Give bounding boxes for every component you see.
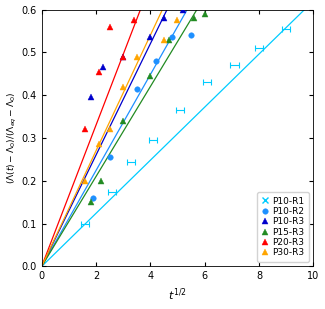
P15-R3 <box>192 16 196 20</box>
P30-R3 <box>97 142 101 146</box>
Line: P20-R3: P20-R3 <box>82 18 137 132</box>
Line: P10-R3: P10-R3 <box>88 7 186 100</box>
P30-R3 <box>121 85 125 88</box>
P15-R3 <box>203 12 207 16</box>
P10-R2 <box>91 196 95 200</box>
P10-R3 <box>149 36 152 39</box>
P20-R3 <box>97 70 101 74</box>
P30-R3 <box>176 19 179 22</box>
P20-R3 <box>121 55 125 58</box>
P10-R2 <box>154 59 158 63</box>
P10-R2 <box>170 36 174 39</box>
P30-R3 <box>162 38 166 41</box>
P15-R3 <box>121 119 125 123</box>
Y-axis label: $(\Lambda(t) - \Lambda_0) / (\Lambda_{eq} - \Lambda_0)$: $(\Lambda(t) - \Lambda_0) / (\Lambda_{eq… <box>6 92 19 184</box>
Legend: P10-R1, P10-R2, P10-R3, P15-R3, P20-R3, P30-R3: P10-R1, P10-R2, P10-R3, P15-R3, P20-R3, … <box>257 192 309 262</box>
P10-R2 <box>108 155 111 159</box>
P30-R3 <box>135 55 139 58</box>
P10-R3 <box>121 55 125 58</box>
P15-R3 <box>167 38 171 41</box>
P30-R3 <box>83 179 87 183</box>
X-axis label: $t^{1/2}$: $t^{1/2}$ <box>168 287 187 303</box>
P15-R3 <box>89 200 93 204</box>
P10-R2 <box>189 33 193 37</box>
P20-R3 <box>83 128 87 131</box>
P30-R3 <box>108 128 111 131</box>
P15-R3 <box>149 74 152 78</box>
P10-R2 <box>135 87 139 91</box>
Line: P10-R2: P10-R2 <box>90 32 194 201</box>
P10-R3 <box>101 66 105 69</box>
P15-R3 <box>99 179 103 183</box>
P20-R3 <box>108 25 111 28</box>
P10-R3 <box>89 95 93 99</box>
P20-R3 <box>132 19 136 22</box>
P10-R3 <box>181 8 185 11</box>
P10-R3 <box>162 16 166 20</box>
Line: P15-R3: P15-R3 <box>88 11 207 205</box>
Line: P30-R3: P30-R3 <box>82 18 180 184</box>
